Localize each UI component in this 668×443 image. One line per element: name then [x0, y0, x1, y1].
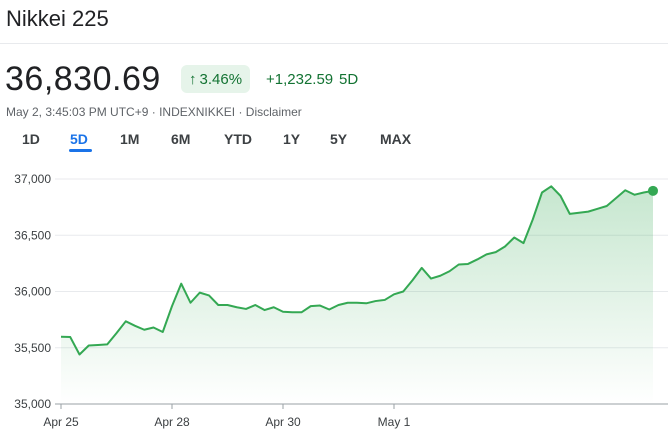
page-title: Nikkei 225 — [6, 6, 109, 31]
tab-1d[interactable]: 1D — [22, 131, 40, 147]
tab-ytd[interactable]: YTD — [224, 131, 252, 147]
x-tick-label: Apr 30 — [265, 415, 301, 429]
tab-5y[interactable]: 5Y — [330, 131, 348, 147]
quote-meta: May 2, 3:45:03 PM UTC+9 · INDEXNIKKEI · … — [6, 105, 302, 119]
period-label: 5D — [339, 71, 359, 88]
y-tick-label: 36,000 — [14, 285, 51, 299]
x-tick-label: May 1 — [378, 415, 411, 429]
percent-change-badge: ↑ 3.46% — [181, 65, 251, 93]
active-tab-indicator — [69, 149, 92, 152]
header-divider — [0, 43, 668, 44]
series-area — [61, 186, 653, 404]
meta-separator: · — [235, 105, 246, 119]
timestamp: May 2, 3:45:03 PM UTC+9 — [6, 105, 149, 119]
arrow-up-icon: ↑ — [189, 70, 197, 88]
price-chart[interactable]: 35,000 35,500 36,000 36,500 37,000 Apr 25 Apr … — [0, 160, 668, 443]
x-tick-label: Apr 28 — [154, 415, 190, 429]
y-tick-label: 35,000 — [14, 397, 51, 411]
y-tick-label: 36,500 — [14, 228, 51, 242]
current-price: 36,830.69 — [5, 60, 161, 98]
meta-separator: · — [148, 105, 160, 119]
tab-1m[interactable]: 1M — [120, 131, 140, 147]
percent-change-value: 3.46% — [199, 70, 243, 88]
x-tick-label: Apr 25 — [43, 415, 79, 429]
absolute-change: +1,232.59 — [266, 71, 334, 88]
y-tick-label: 37,000 — [14, 172, 51, 186]
series-line — [60, 185, 654, 356]
disclaimer-link[interactable]: Disclaimer — [245, 105, 302, 119]
range-tabs: 1D 5D 1M 6M YTD 1Y 5Y MAX — [0, 131, 668, 155]
y-tick-label: 35,500 — [14, 341, 51, 355]
tab-6m[interactable]: 6M — [171, 131, 191, 147]
last-point-dot — [648, 185, 658, 196]
tab-5d[interactable]: 5D — [70, 131, 88, 147]
tab-1y[interactable]: 1Y — [283, 131, 301, 147]
exchange-code: INDEXNIKKEI — [159, 105, 236, 119]
tab-max[interactable]: MAX — [380, 131, 412, 147]
